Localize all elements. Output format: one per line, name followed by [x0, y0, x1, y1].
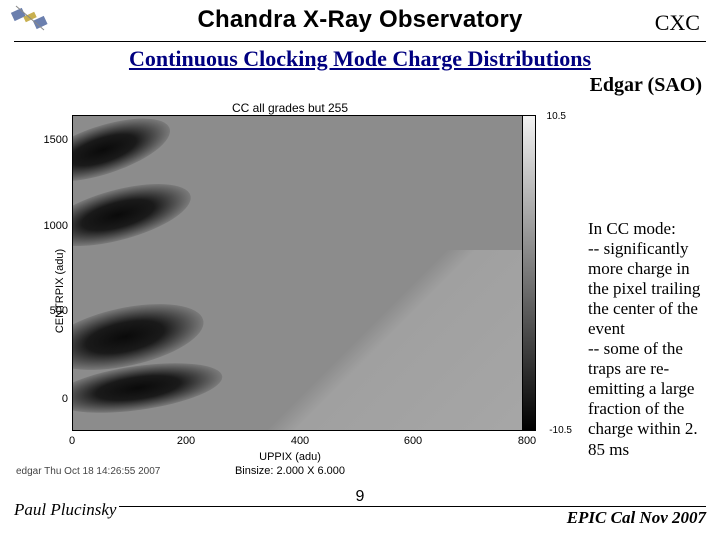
x-tick: 400: [291, 435, 309, 447]
y-axis-label: CENTRPIX (adu): [54, 249, 66, 333]
satellite-icon: [6, 0, 54, 38]
data-streak: [72, 171, 197, 258]
footer: Paul Plucinsky 9 EPIC Cal Nov 2007: [14, 506, 706, 534]
author: Edgar (SAO): [0, 74, 702, 97]
content: CC all grades but 255 CENTRPIX (adu) 150…: [0, 101, 720, 481]
plot-timestamp: edgar Thu Oct 18 14:26:55 2007: [16, 466, 160, 477]
x-tick: 800: [518, 435, 536, 447]
footer-author: Paul Plucinsky: [14, 500, 116, 520]
main-title: Chandra X-Ray Observatory: [14, 0, 706, 34]
data-streak: [72, 115, 177, 194]
footer-conference: EPIC Cal Nov 2007: [567, 508, 706, 528]
y-tick: 500: [38, 305, 68, 317]
subtitle: Continuous Clocking Mode Charge Distribu…: [0, 46, 720, 72]
plot: CC all grades but 255 CENTRPIX (adu) 150…: [10, 101, 570, 481]
plot-title: CC all grades but 255: [10, 101, 570, 115]
colorbar-bottom-label: -10.5: [549, 425, 572, 436]
y-tick: 1000: [38, 220, 68, 232]
page-number: 9: [352, 488, 369, 506]
side-description: In CC mode:-- significantly more charge …: [588, 219, 710, 460]
cxc-label: CXC: [655, 10, 700, 36]
colorbar: [522, 115, 536, 431]
x-tick: 600: [404, 435, 422, 447]
x-axis-label: UPPIX (adu): [10, 451, 570, 463]
x-tick: 0: [69, 435, 75, 447]
plot-frame: [72, 115, 527, 431]
plot-gradient-wedge: [186, 250, 527, 431]
y-tick: 0: [38, 393, 68, 405]
footer-divider: [119, 506, 706, 507]
x-tick: 200: [177, 435, 195, 447]
header: Chandra X-Ray Observatory CXC: [14, 0, 706, 42]
y-tick: 1500: [38, 134, 68, 146]
colorbar-top-label: 10.5: [547, 111, 566, 122]
